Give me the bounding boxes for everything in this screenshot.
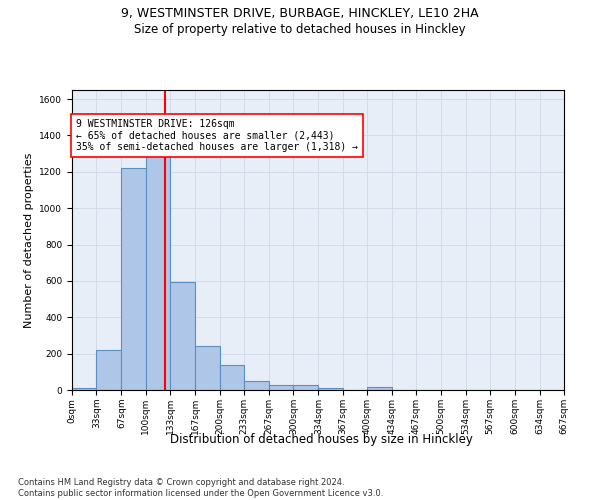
Bar: [220, 366, 244, 390]
Bar: [319, 388, 343, 390]
Bar: [269, 384, 293, 390]
Text: 9 WESTMINSTER DRIVE: 126sqm
← 65% of detached houses are smaller (2,443)
35% of : 9 WESTMINSTER DRIVE: 126sqm ← 65% of det…: [76, 119, 358, 152]
Bar: [146, 154, 170, 390]
Bar: [72, 388, 97, 390]
Bar: [367, 388, 392, 390]
Bar: [97, 350, 121, 390]
Bar: [293, 386, 319, 390]
Text: Distribution of detached houses by size in Hinckley: Distribution of detached houses by size …: [170, 432, 472, 446]
Y-axis label: Number of detached properties: Number of detached properties: [24, 152, 34, 328]
Bar: [170, 282, 195, 390]
Text: Contains HM Land Registry data © Crown copyright and database right 2024.
Contai: Contains HM Land Registry data © Crown c…: [18, 478, 383, 498]
Bar: [195, 346, 220, 390]
Text: 9, WESTMINSTER DRIVE, BURBAGE, HINCKLEY, LE10 2HA: 9, WESTMINSTER DRIVE, BURBAGE, HINCKLEY,…: [121, 8, 479, 20]
Text: Size of property relative to detached houses in Hinckley: Size of property relative to detached ho…: [134, 22, 466, 36]
Bar: [121, 168, 146, 390]
Bar: [244, 381, 269, 390]
